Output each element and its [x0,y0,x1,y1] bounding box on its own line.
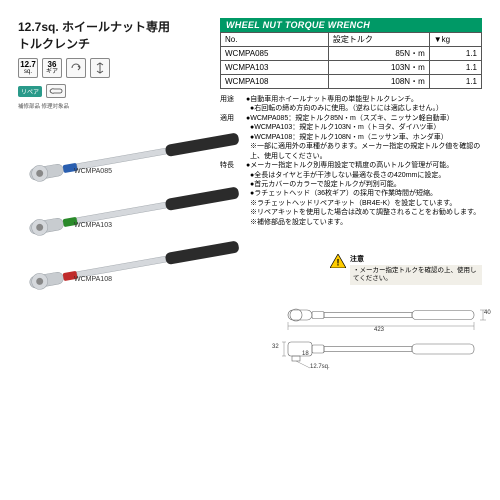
wrench-icon [46,84,66,98]
product-title-line1: 12.7sq. ホイールナット専用 [18,18,216,35]
right-column: WHEEL NUT TORQUE WRENCH No. 設定トルク ▼kg WC… [220,18,482,227]
caution-triangle-icon: ! [330,254,346,268]
apply-text-2: ●WCMPA103：規定トルク103N・m（トヨタ、ダイハツ車） [250,123,482,132]
dimension-diagram: 40 423 32 18 12.7sq. [280,304,490,374]
feature-text-4: ●ラチェットヘッド（36枚ギア）の採用で作業時間が短縮。 [250,189,482,198]
gear-count-value: 36 [48,61,57,69]
svg-text:!: ! [337,258,340,268]
feature-text-1: ●メーカー指定トルク別専用設定で精度の高いトルク管理が可能。 [246,161,478,170]
gear-count-unit: ギア [46,69,58,75]
star-note-1: ※ラチェットヘッドリペアキット（BR4E-K）を設定しています。 [250,199,482,208]
col-no: No. [221,33,329,47]
dim-32: 32 [272,344,279,350]
apply-text-4: ※一部に適用外の車種があります。メーカー指定の規定トルク値を確認の上、使用してく… [250,142,482,161]
col-weight: ▼kg [429,33,481,47]
caution-text-wrap: 注意 ・メーカー指定トルクを確認の上、使用してください。 [350,254,482,285]
apply-text-1: ●WCMPA085：規定トルク85N・m（スズキ、ニッサン軽自動車） [246,114,478,123]
star-note-2: ※リペアキットを使用した場合は改めて調整されることをお勧めします。 [250,208,482,217]
col-torque: 設定トルク [328,33,429,47]
left-column: 12.7sq. ホイールナット専用 トルクレンチ 12.7 sq. 36 ギア … [18,18,216,120]
table-row: WCMPA108 108N・m 1.1 [221,75,482,89]
wrench-3-label: WCMPA108 [74,276,112,283]
apply-label: 適用 [220,114,246,123]
repair-row: リペア [18,84,216,98]
table-row: WCMPA103 103N・m 1.1 [221,61,482,75]
drive-size-value: 12.7 [20,61,36,69]
header-bar: WHEEL NUT TORQUE WRENCH [220,18,482,32]
star-note-3: ※補修部品を設定しています。 [250,218,482,227]
cell-weight: 1.1 [429,75,481,89]
repair-tag: リペア [18,86,42,97]
dim-423: 423 [374,327,384,333]
repair-note: 補修部品 修理対象品 [18,102,216,110]
table-header-row: No. 設定トルク ▼kg [221,33,482,47]
use-text-2: ●右回転の締め方向のみに使用。（逆ねじには適応しません。） [250,104,482,113]
wrench-3: WCMPA108 [18,236,258,290]
wrench-1-label: WCMPA085 [74,168,112,175]
spec-icon [90,58,110,78]
feature-text-2: ●全長はタイヤと手が干渉しない最適な長さの420mmに設定。 [250,171,482,180]
cell-torque: 108N・m [328,75,429,89]
page: 12.7sq. ホイールナット専用 トルクレンチ 12.7 sq. 36 ギア … [18,18,482,482]
cell-weight: 1.1 [429,47,481,61]
use-label: 用途 [220,95,246,104]
product-title-line2: トルクレンチ [18,35,216,52]
cell-no: WCMPA103 [221,61,329,75]
caution-text: ・メーカー指定トルクを確認の上、使用してください。 [350,265,482,285]
cell-torque: 85N・m [328,47,429,61]
notes-block: 用途●自動車用ホイールナット専用の単能型トルクレンチ。 ●右回転の締め方向のみに… [220,95,482,227]
gear-count-badge: 36 ギア [42,58,62,78]
dim-40: 40 [484,310,491,316]
caution-label: 注意 [350,254,482,264]
cell-weight: 1.1 [429,61,481,75]
dim-18: 18 [302,351,309,357]
feature-label: 特長 [220,161,246,170]
drive-size-badge: 12.7 sq. [18,58,38,78]
badge-row: 12.7 sq. 36 ギア [18,58,216,78]
use-text-1: ●自動車用ホイールナット専用の単能型トルクレンチ。 [246,95,478,104]
spec-table: No. 設定トルク ▼kg WCMPA085 85N・m 1.1 WCMPA10… [220,32,482,89]
cell-no: WCMPA108 [221,75,329,89]
dim-sq: 12.7sq. [310,364,330,370]
cell-torque: 103N・m [328,61,429,75]
table-row: WCMPA085 85N・m 1.1 [221,47,482,61]
direction-icon [66,58,86,78]
caution-box: ! 注意 ・メーカー指定トルクを確認の上、使用してください。 [330,254,482,285]
wrench-2-label: WCMPA103 [74,222,112,229]
cell-no: WCMPA085 [221,47,329,61]
drive-size-unit: sq. [24,69,32,75]
apply-text-3: ●WCMPA108：規定トルク108N・m（ニッサン車、ホンダ車） [250,133,482,142]
feature-text-3: ●首元カバーのカラーで設定トルクが判別可能。 [250,180,482,189]
